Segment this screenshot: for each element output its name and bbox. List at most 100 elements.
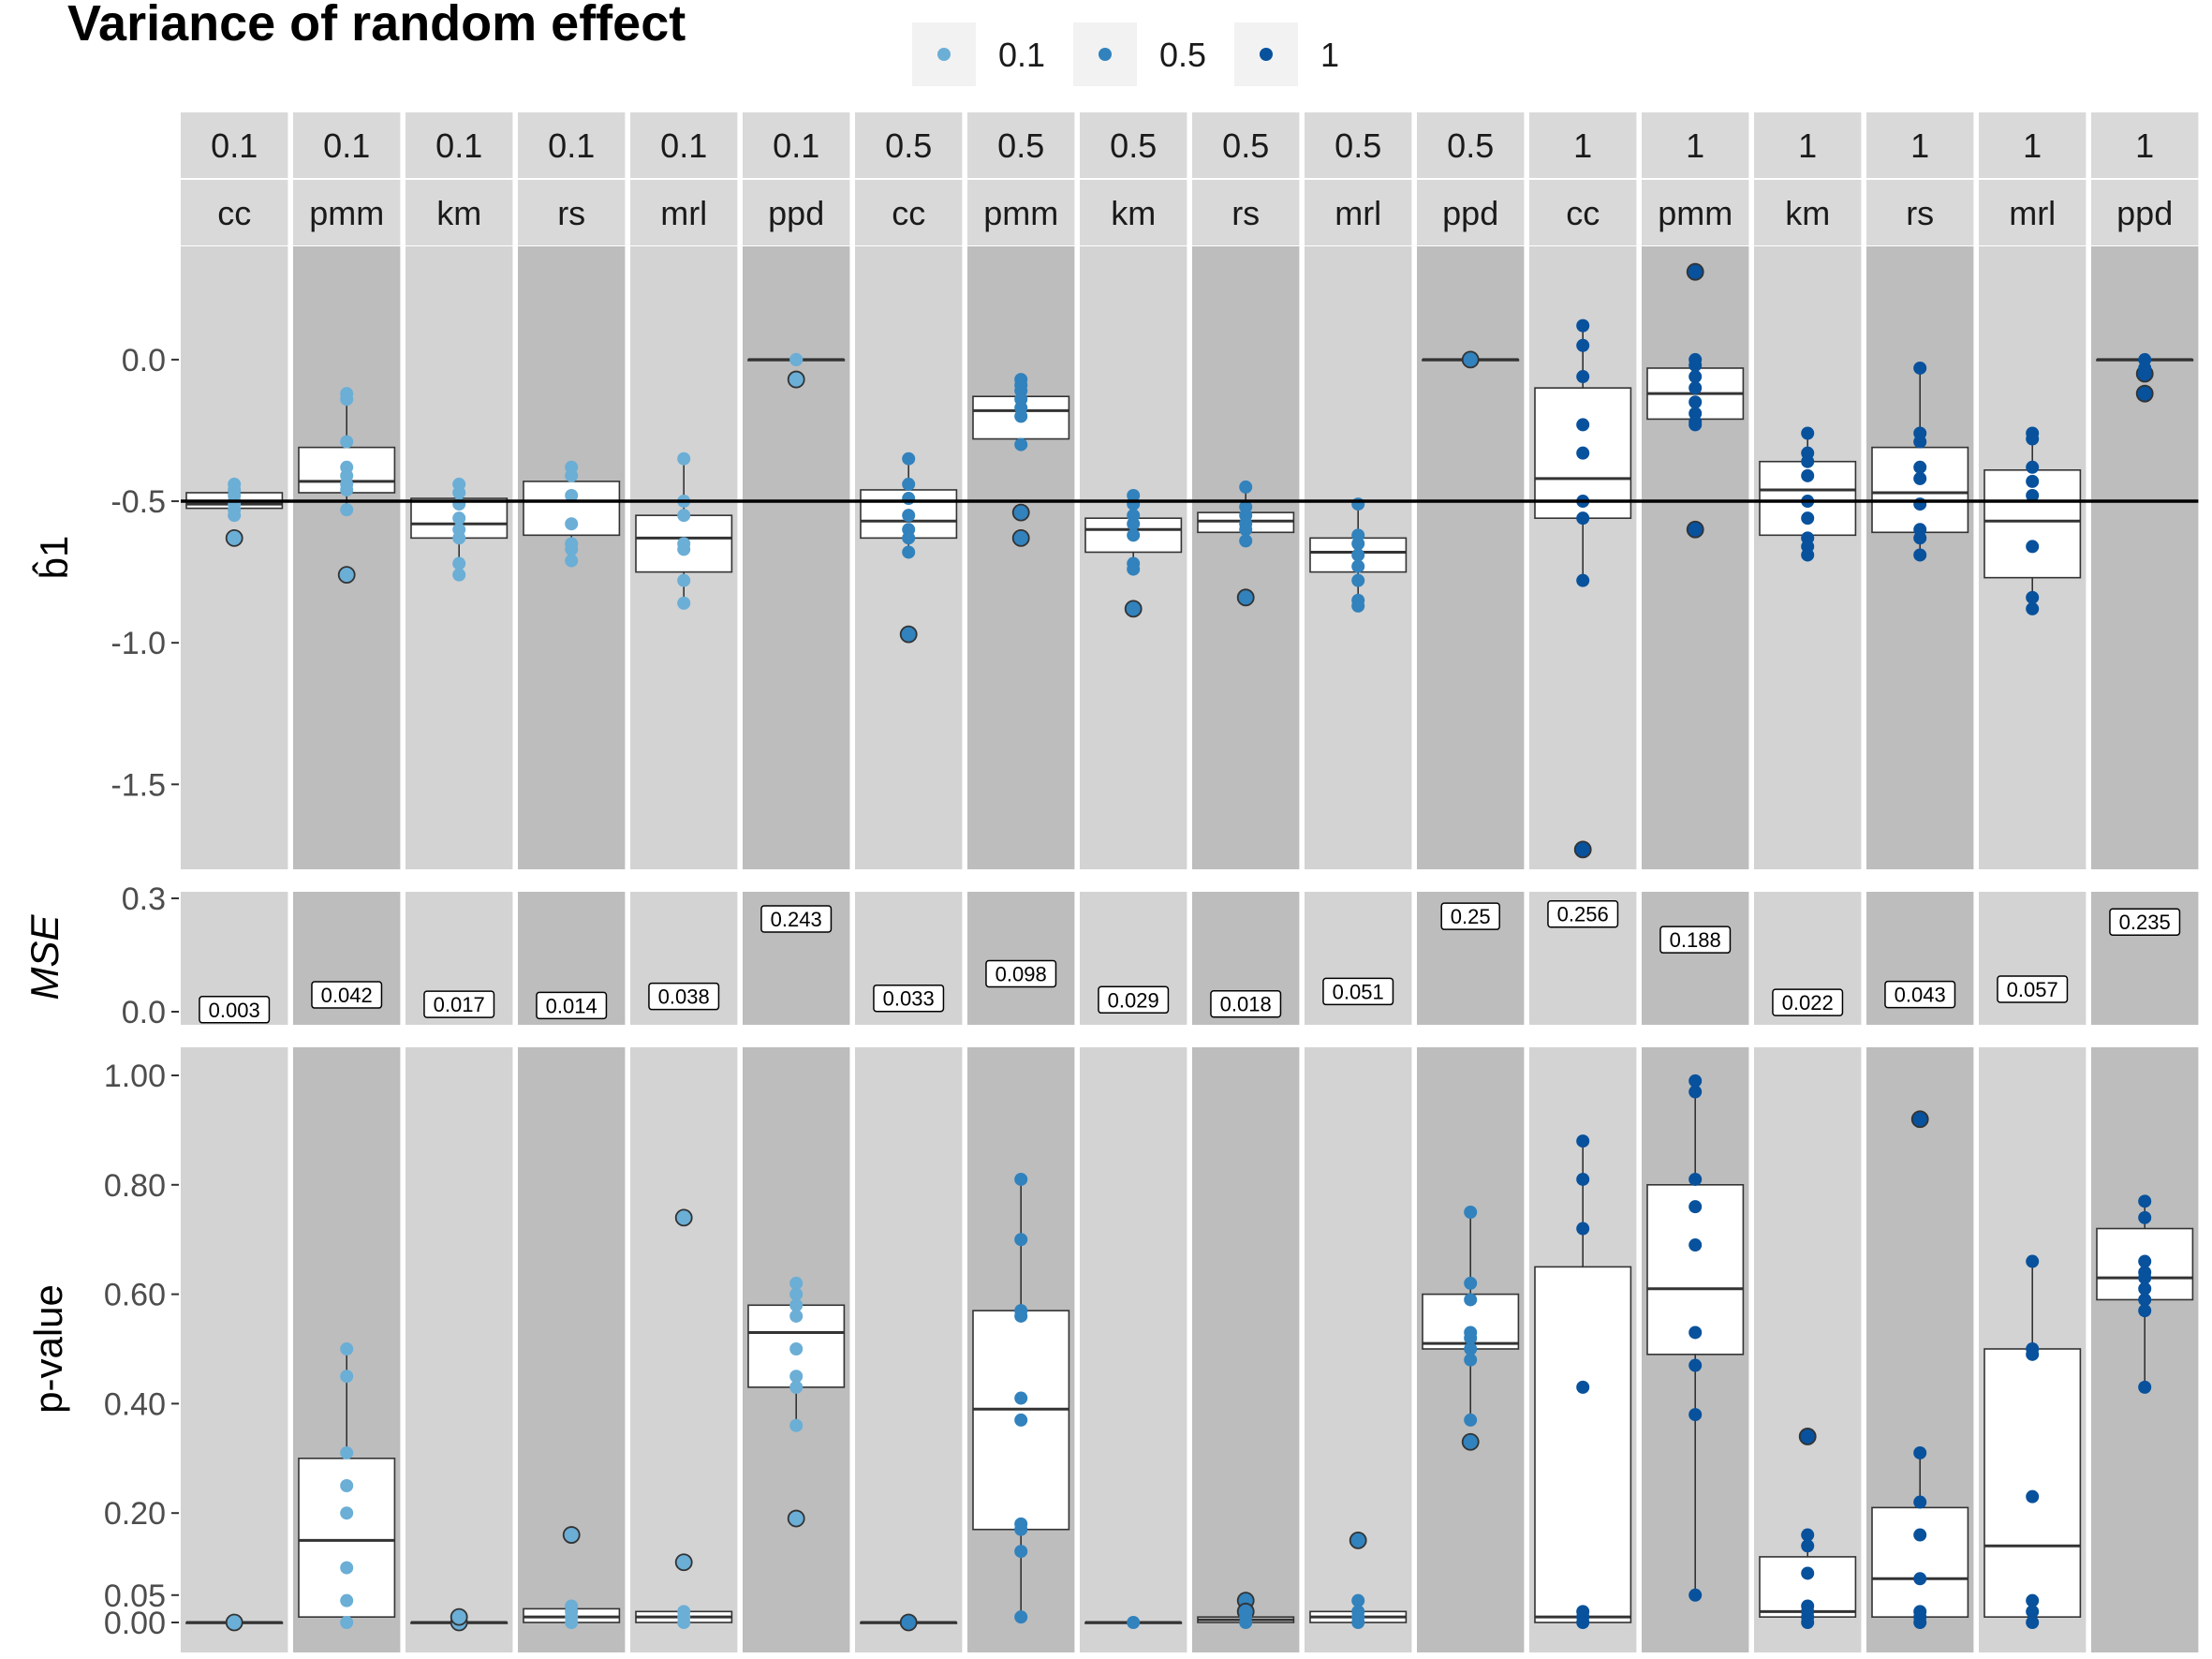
strip-method-label: rs [1906, 194, 1934, 232]
mse-label-box [1997, 975, 2069, 1003]
mse-label: 0.033 [883, 987, 935, 1011]
strip-variance-label: 0.5 [997, 126, 1044, 165]
strip-variance-label: 0.1 [211, 126, 258, 165]
pvalue-point [1688, 1326, 1703, 1340]
pvalue-point [1464, 1293, 1478, 1307]
strip-variance [2091, 112, 2199, 178]
b1-panel-bg [743, 246, 850, 869]
b1-point [2026, 489, 2040, 502]
b1-point [1576, 573, 1590, 587]
strip-variance-label: 0.1 [660, 126, 707, 165]
strip-variance [967, 112, 1075, 178]
b1-outlier [787, 370, 805, 389]
strip-method [2091, 180, 2199, 245]
pvalue-point [2138, 1281, 2152, 1296]
pvalue-point [1464, 1276, 1478, 1290]
legend-point [1260, 48, 1273, 61]
b1-point [1014, 437, 1028, 452]
pvalue-point [2026, 1347, 2040, 1361]
strip-variance-label: 1 [1910, 126, 1929, 165]
pvalue-point [789, 1418, 804, 1432]
pvalue-point [1576, 1134, 1590, 1148]
mse-panel-bg [967, 892, 1075, 1025]
b1-point [902, 509, 916, 523]
b1-point [340, 503, 354, 517]
b1-point [452, 531, 466, 545]
pvalue-point [1913, 1495, 1927, 1509]
pvalue-point [1464, 1413, 1478, 1427]
b1-point [452, 556, 466, 570]
pvalue-point [789, 1380, 804, 1394]
strip-method-label: cc [217, 194, 251, 232]
pvalue-outlier [899, 1613, 918, 1632]
b1-outlier [1686, 520, 1704, 539]
b1-point [2026, 432, 2040, 446]
b1-point [902, 452, 916, 466]
b1-box [1983, 468, 2082, 579]
b1-point [1351, 599, 1365, 613]
facet-strips: 0.1 cc 0.1 pmm 0.1 km 0.1 rs 0.1 mrl 0.1 ppd 0.5 cc 0.… [181, 112, 2199, 245]
strip-variance-label: 0.1 [323, 126, 370, 165]
b1-point [452, 485, 466, 499]
mse-label-box [2109, 908, 2181, 936]
pvalue-point [1014, 1413, 1028, 1427]
strip-method [855, 180, 963, 245]
b1-point [1127, 497, 1141, 511]
pvalue-outlier [1798, 1428, 1817, 1445]
pvalue-point [789, 1276, 804, 1290]
b1-point [1913, 460, 1927, 474]
pvalue-point [1127, 1616, 1141, 1629]
b1-panel-bg [1192, 246, 1300, 869]
b1-outlier [1686, 262, 1704, 281]
strip-variance [1642, 112, 1749, 178]
strip-method-label: mrl [1335, 194, 1381, 232]
mse-label: 0.243 [771, 908, 822, 931]
pvalue-point [2138, 1210, 2152, 1224]
pvalue-tick-label: 0.05 [104, 1578, 166, 1614]
b1-outlier [1124, 600, 1143, 618]
b1-point [1801, 468, 1815, 482]
pvalue-point [2138, 1304, 2152, 1318]
pvalue-point [789, 1298, 804, 1312]
b1-point [1576, 511, 1590, 526]
b1-point [1688, 370, 1703, 384]
mse-label: 0.256 [1557, 903, 1609, 926]
mse-label-box [199, 996, 271, 1024]
pvalue-point [1239, 1616, 1253, 1629]
pvalue-point [1464, 1353, 1478, 1367]
b1-point [902, 531, 916, 545]
pvalue-panel-bg [855, 1047, 963, 1652]
pvalue-outlier [562, 1526, 581, 1544]
b1-point [340, 393, 354, 407]
pvalue-point [1014, 1522, 1028, 1536]
b1-point [2138, 367, 2152, 381]
mse-label: 0.014 [546, 994, 597, 1017]
strip-variance-label: 1 [1798, 126, 1817, 165]
b1-point [228, 509, 242, 523]
b1-point [1127, 528, 1141, 542]
b1-outlier [1461, 350, 1480, 369]
pvalue-point [1464, 1331, 1478, 1345]
mse-tick-label: 0.0 [122, 995, 166, 1030]
pvalue-point [1801, 1616, 1815, 1629]
mse-axis-label: MSE [22, 914, 66, 1000]
strip-method-label: mrl [2009, 194, 2056, 232]
b1-box [635, 514, 733, 573]
strip-method [518, 180, 626, 245]
pvalue-point [2026, 1254, 2040, 1268]
b1-point [452, 568, 466, 582]
strip-method [1305, 180, 1412, 245]
pvalue-tick-label: 0.40 [104, 1386, 166, 1422]
b1-point [1913, 471, 1927, 485]
strip-variance-label: 1 [1573, 126, 1592, 165]
strip-variance-label: 1 [1686, 126, 1704, 165]
mse-label-box [1098, 985, 1170, 1015]
b1-point [2026, 601, 2040, 615]
b1-point [677, 542, 691, 556]
b1-point [1576, 338, 1590, 352]
strip-variance [743, 112, 850, 178]
pvalue-point [2026, 1593, 2040, 1607]
strip-method-label: km [436, 194, 481, 232]
b1-tick-label: -1.0 [111, 626, 166, 661]
mse-label-box [985, 959, 1057, 988]
